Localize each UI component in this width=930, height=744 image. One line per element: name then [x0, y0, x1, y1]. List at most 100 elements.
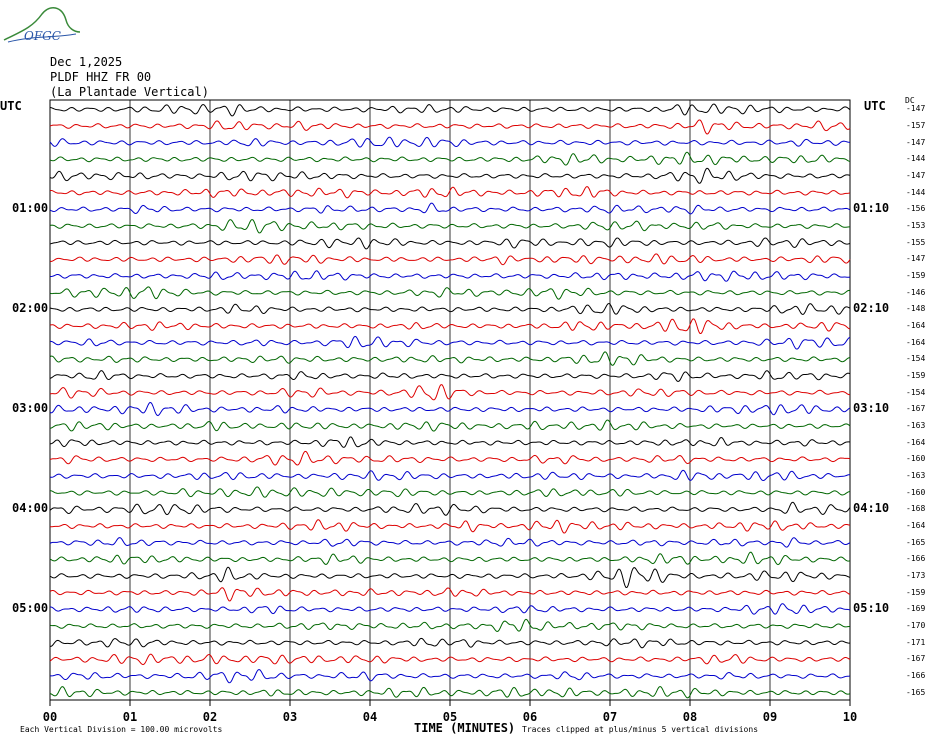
seismic-trace-row-22	[49, 469, 850, 482]
dc-offset-label: -160	[906, 454, 926, 464]
dc-offset-label: -147	[906, 171, 926, 180]
seismic-trace-row-32	[49, 637, 851, 649]
seismic-trace-row-24	[49, 501, 851, 516]
dc-offset-label: -173	[906, 571, 926, 580]
x-tick-label: 06	[522, 710, 538, 724]
seismic-trace-row-3	[49, 151, 851, 166]
dc-offset-label: -164	[906, 337, 926, 347]
dc-offset-label: -166	[906, 671, 926, 680]
seismic-trace-row-31	[49, 618, 851, 633]
dc-offset-label: -171	[906, 637, 926, 647]
dc-offset-label: -170	[906, 621, 926, 630]
x-tick-label: 10	[842, 710, 858, 724]
dc-offset-label: -164	[906, 437, 926, 447]
left-time-label: 05:00	[12, 601, 49, 616]
seismic-trace-row-21	[49, 450, 851, 466]
right-time-label: 03:10	[853, 401, 890, 416]
dc-header-label: DC	[905, 96, 915, 105]
ofgc-logo: OFGC	[3, 7, 81, 43]
header-station: PLDF HHZ FR 00	[50, 70, 152, 84]
seismic-trace-row-13	[49, 318, 851, 335]
dc-offset-label: -154	[906, 354, 926, 364]
seismic-trace-row-1	[49, 119, 851, 135]
dc-offset-label: -168	[906, 504, 926, 514]
seismic-trace-row-26	[49, 537, 851, 548]
seismic-trace-row-28	[49, 566, 851, 588]
seismic-trace-row-30	[49, 603, 851, 615]
utc-right-label: UTC	[864, 99, 886, 113]
left-time-label: 02:00	[12, 301, 49, 316]
x-tick-label: 03	[282, 710, 298, 724]
seismic-trace-row-17	[49, 384, 851, 401]
seismic-trace-row-15	[49, 351, 851, 366]
dc-offset-label: -157	[906, 121, 926, 130]
logo-mountain-curve	[3, 7, 81, 41]
seismic-trace-row-16	[49, 370, 851, 382]
x-tick-label: 08	[682, 710, 698, 724]
x-tick-label: 02	[202, 710, 218, 724]
dc-offset-label: -156	[906, 204, 926, 214]
dc-offset-label: -164	[906, 521, 926, 530]
seismic-trace-row-11	[49, 286, 851, 300]
x-axis-title: TIME (MINUTES)	[414, 721, 516, 735]
dc-offset-label: -148	[906, 304, 926, 314]
dc-offset-label: -144	[906, 187, 926, 197]
dc-offset-label: -159	[906, 371, 926, 380]
dc-offset-label: -154	[906, 387, 926, 397]
right-time-label: 01:10	[853, 201, 890, 216]
seismic-trace-row-4	[49, 167, 851, 184]
dc-offset-label: -147	[906, 104, 926, 114]
left-time-label: 04:00	[12, 501, 49, 516]
logo-swoosh	[7, 33, 77, 43]
dc-offset-label: -159	[906, 271, 926, 280]
x-tick-label: 01	[122, 710, 138, 724]
seismic-trace-row-23	[49, 486, 851, 498]
dc-offset-label: -159	[906, 587, 926, 597]
header-date: Dec 1,2025	[50, 55, 123, 69]
seismic-trace-row-5	[49, 185, 851, 199]
dc-offset-label: -164	[906, 321, 926, 330]
seismic-trace-row-25	[49, 519, 851, 534]
x-tick-label: 04	[362, 710, 378, 724]
dc-offset-label: -165	[906, 687, 926, 697]
dc-offset-label: -169	[906, 604, 926, 614]
x-tick-label: 00	[42, 710, 58, 724]
seismic-trace-row-8	[49, 237, 851, 250]
dc-offset-label: -165	[906, 537, 926, 547]
seismic-trace-row-7	[49, 218, 851, 234]
dc-offset-label: -155	[906, 237, 926, 247]
seismic-trace-row-9	[49, 253, 851, 266]
dc-offset-label: -147	[906, 137, 926, 147]
seismic-trace-row-10	[49, 270, 851, 282]
seismic-trace-row-29	[49, 587, 851, 602]
left-time-label: 01:00	[12, 201, 49, 216]
seismic-trace-row-14	[49, 335, 851, 350]
footer-division-note: Each Vertical Division = 100.00 microvol…	[20, 725, 223, 734]
seismic-trace-row-20	[49, 436, 851, 448]
seismic-trace-row-33	[49, 653, 851, 666]
dc-offset-label: -163	[906, 421, 926, 430]
right-time-label: 04:10	[853, 501, 890, 516]
logo-text: OFGC	[24, 29, 61, 43]
dc-offset-label: -166	[906, 554, 926, 564]
seismic-trace-row-12	[49, 302, 851, 316]
x-tick-label: 09	[762, 710, 778, 724]
dc-offset-label: -163	[906, 471, 926, 480]
dc-offset-label: -146	[906, 287, 926, 297]
seismic-trace-row-2	[49, 136, 851, 148]
seismic-trace-row-34	[49, 668, 851, 684]
dc-offset-label: -160	[906, 487, 926, 497]
right-time-label: 05:10	[853, 601, 890, 616]
seismic-trace-row-6	[49, 202, 851, 215]
utc-left-label: UTC	[0, 99, 22, 113]
seismic-trace-row-0	[49, 103, 851, 117]
right-time-label: 02:10	[853, 301, 890, 316]
dc-offset-label: -167	[906, 654, 926, 664]
header-location: (La Plantade Vertical)	[50, 85, 209, 99]
dc-offset-label: -153	[906, 221, 926, 230]
dc-offset-label: -147	[906, 254, 926, 264]
dc-offset-label: -144	[906, 154, 926, 164]
dc-offset-label: -167	[906, 404, 926, 414]
seismic-trace-row-18	[49, 401, 851, 417]
